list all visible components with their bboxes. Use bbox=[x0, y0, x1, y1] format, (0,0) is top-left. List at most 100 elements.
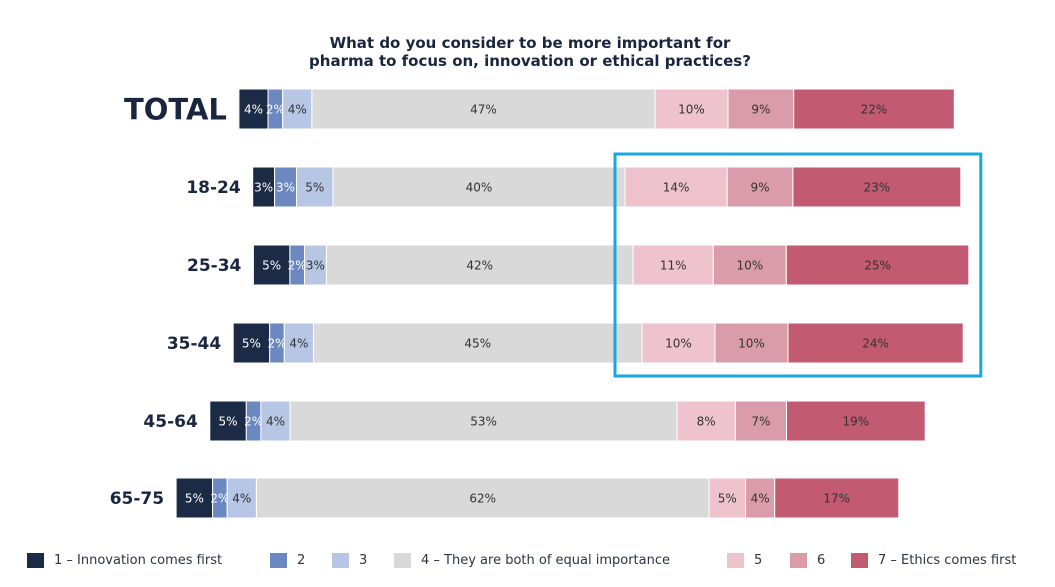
bar-35-44-series-7 bbox=[787, 322, 964, 364]
category-label-45-64: 45-64 bbox=[143, 412, 198, 432]
data-label-65-75-series-6: 4% bbox=[751, 492, 770, 506]
data-label-45-64-series-3: 4% bbox=[266, 415, 285, 429]
data-label-total-series-3: 4% bbox=[288, 103, 307, 117]
data-label-35-44-series-2: 2% bbox=[267, 337, 286, 351]
chart-legend: 1 – Innovation comes first 2 3 4 – They … bbox=[0, 553, 1055, 577]
bar-total-series-4 bbox=[311, 88, 656, 130]
data-label-35-44-series-7: 24% bbox=[862, 337, 889, 351]
legend-item-series-1: 1 – Innovation comes first bbox=[27, 553, 222, 568]
data-label-total-series-1: 4% bbox=[244, 103, 263, 117]
data-label-total-series-4: 47% bbox=[470, 103, 497, 117]
legend-swatch-series-4 bbox=[394, 553, 411, 568]
bar-total-series-1 bbox=[238, 88, 269, 130]
bar-18-24-series-7 bbox=[792, 166, 962, 208]
bar-18-24-series-3 bbox=[296, 166, 334, 208]
bar-25-34-series-1 bbox=[252, 244, 291, 286]
data-label-65-75-series-7: 17% bbox=[823, 492, 850, 506]
data-label-65-75-series-1: 5% bbox=[185, 492, 204, 506]
data-label-18-24-series-2: 3% bbox=[276, 181, 295, 195]
legend-item-series-5: 5 bbox=[727, 553, 762, 568]
legend-label-series-2: 2 bbox=[297, 553, 306, 568]
legend-label-series-6: 6 bbox=[817, 553, 826, 568]
bar-45-64-series-3 bbox=[260, 400, 291, 442]
category-label-65-75: 65-75 bbox=[110, 489, 164, 509]
data-label-25-34-series-4: 42% bbox=[466, 259, 493, 273]
bar-total-series-6 bbox=[727, 88, 795, 130]
bar-35-44-series-1 bbox=[232, 322, 271, 364]
data-label-25-34-series-5: 11% bbox=[660, 259, 687, 273]
bar-total-series-7 bbox=[793, 88, 955, 130]
bar-45-64-series-7 bbox=[786, 400, 926, 442]
bar-35-44-series-5 bbox=[641, 322, 716, 364]
bar-35-44-series-6 bbox=[714, 322, 789, 364]
data-label-25-34-series-3: 3% bbox=[306, 259, 325, 273]
legend-swatch-series-1 bbox=[27, 553, 44, 568]
legend-label-series-1: 1 – Innovation comes first bbox=[54, 553, 223, 568]
legend-item-series-2: 2 bbox=[270, 553, 305, 568]
data-label-45-64-series-6: 7% bbox=[751, 415, 770, 429]
data-label-35-44-series-1: 5% bbox=[242, 337, 261, 351]
legend-swatch-series-7 bbox=[851, 553, 868, 568]
category-label-25-34: 25-34 bbox=[187, 256, 242, 276]
data-label-45-64-series-5: 8% bbox=[697, 415, 716, 429]
bar-45-64-series-5 bbox=[676, 400, 736, 442]
legend-label-series-5: 5 bbox=[754, 553, 763, 568]
data-label-65-75-series-3: 4% bbox=[232, 492, 251, 506]
data-label-total-series-7: 22% bbox=[861, 103, 888, 117]
bar-45-64-series-4 bbox=[289, 400, 678, 442]
data-label-25-34-series-1: 5% bbox=[262, 259, 281, 273]
data-label-total-series-5: 10% bbox=[678, 103, 705, 117]
data-label-35-44-series-3: 4% bbox=[289, 337, 308, 351]
bar-25-34-series-5 bbox=[632, 244, 714, 286]
data-label-18-24-series-6: 9% bbox=[751, 181, 770, 195]
data-label-25-34-series-7: 25% bbox=[864, 259, 891, 273]
data-label-18-24-series-3: 5% bbox=[305, 181, 324, 195]
data-label-25-34-series-2: 2% bbox=[288, 259, 307, 273]
bar-65-75-series-1 bbox=[175, 477, 214, 519]
data-label-35-44-series-6: 10% bbox=[738, 337, 765, 351]
legend-label-series-4: 4 – They are both of equal importance bbox=[421, 553, 671, 568]
data-label-18-24-series-7: 23% bbox=[864, 181, 891, 195]
data-label-18-24-series-4: 40% bbox=[466, 181, 493, 195]
category-label-total: TOTAL bbox=[124, 92, 227, 126]
data-label-18-24-series-1: 3% bbox=[254, 181, 273, 195]
legend-item-series-4: 4 – They are both of equal importance bbox=[394, 553, 670, 568]
bar-65-75-series-7 bbox=[774, 477, 900, 519]
chart-title: What do you consider to be more importan… bbox=[270, 34, 790, 70]
data-label-65-75-series-2: 2% bbox=[210, 492, 229, 506]
legend-swatch-series-3 bbox=[332, 553, 349, 568]
bar-45-64-series-1 bbox=[209, 400, 247, 442]
data-label-45-64-series-7: 19% bbox=[843, 415, 870, 429]
bar-total-series-3 bbox=[282, 88, 313, 130]
data-label-45-64-series-4: 53% bbox=[470, 415, 497, 429]
data-label-18-24-series-5: 14% bbox=[663, 181, 690, 195]
legend-swatch-series-2 bbox=[270, 553, 287, 568]
data-label-35-44-series-5: 10% bbox=[665, 337, 692, 351]
legend-swatch-series-5 bbox=[727, 553, 744, 568]
legend-item-series-7: 7 – Ethics comes first bbox=[851, 553, 1016, 568]
data-label-65-75-series-5: 5% bbox=[718, 492, 737, 506]
data-label-45-64-series-1: 5% bbox=[219, 415, 238, 429]
legend-label-series-3: 3 bbox=[359, 553, 368, 568]
data-label-45-64-series-2: 2% bbox=[244, 415, 263, 429]
data-label-35-44-series-4: 45% bbox=[464, 337, 491, 351]
highlight-box bbox=[613, 152, 983, 378]
bar-25-34-series-6 bbox=[712, 244, 787, 286]
legend-swatch-series-6 bbox=[790, 553, 807, 568]
chart-title-line-2: pharma to focus on, innovation or ethica… bbox=[309, 52, 751, 70]
legend-item-series-6: 6 bbox=[790, 553, 825, 568]
legend-item-series-3: 3 bbox=[332, 553, 367, 568]
bar-65-75-series-4 bbox=[255, 477, 710, 519]
legend-label-series-7: 7 – Ethics comes first bbox=[878, 553, 1017, 568]
bar-18-24-series-4 bbox=[332, 166, 626, 208]
data-label-total-series-6: 9% bbox=[751, 103, 770, 117]
category-label-35-44: 35-44 bbox=[167, 334, 222, 354]
bar-35-44-series-3 bbox=[283, 322, 314, 364]
data-label-total-series-2: 2% bbox=[266, 103, 285, 117]
data-label-25-34-series-6: 10% bbox=[736, 259, 763, 273]
bar-65-75-series-6 bbox=[745, 477, 776, 519]
data-label-65-75-series-4: 62% bbox=[469, 492, 496, 506]
chart-title-line-1: What do you consider to be more importan… bbox=[329, 34, 731, 52]
bar-25-34-series-4 bbox=[325, 244, 634, 286]
